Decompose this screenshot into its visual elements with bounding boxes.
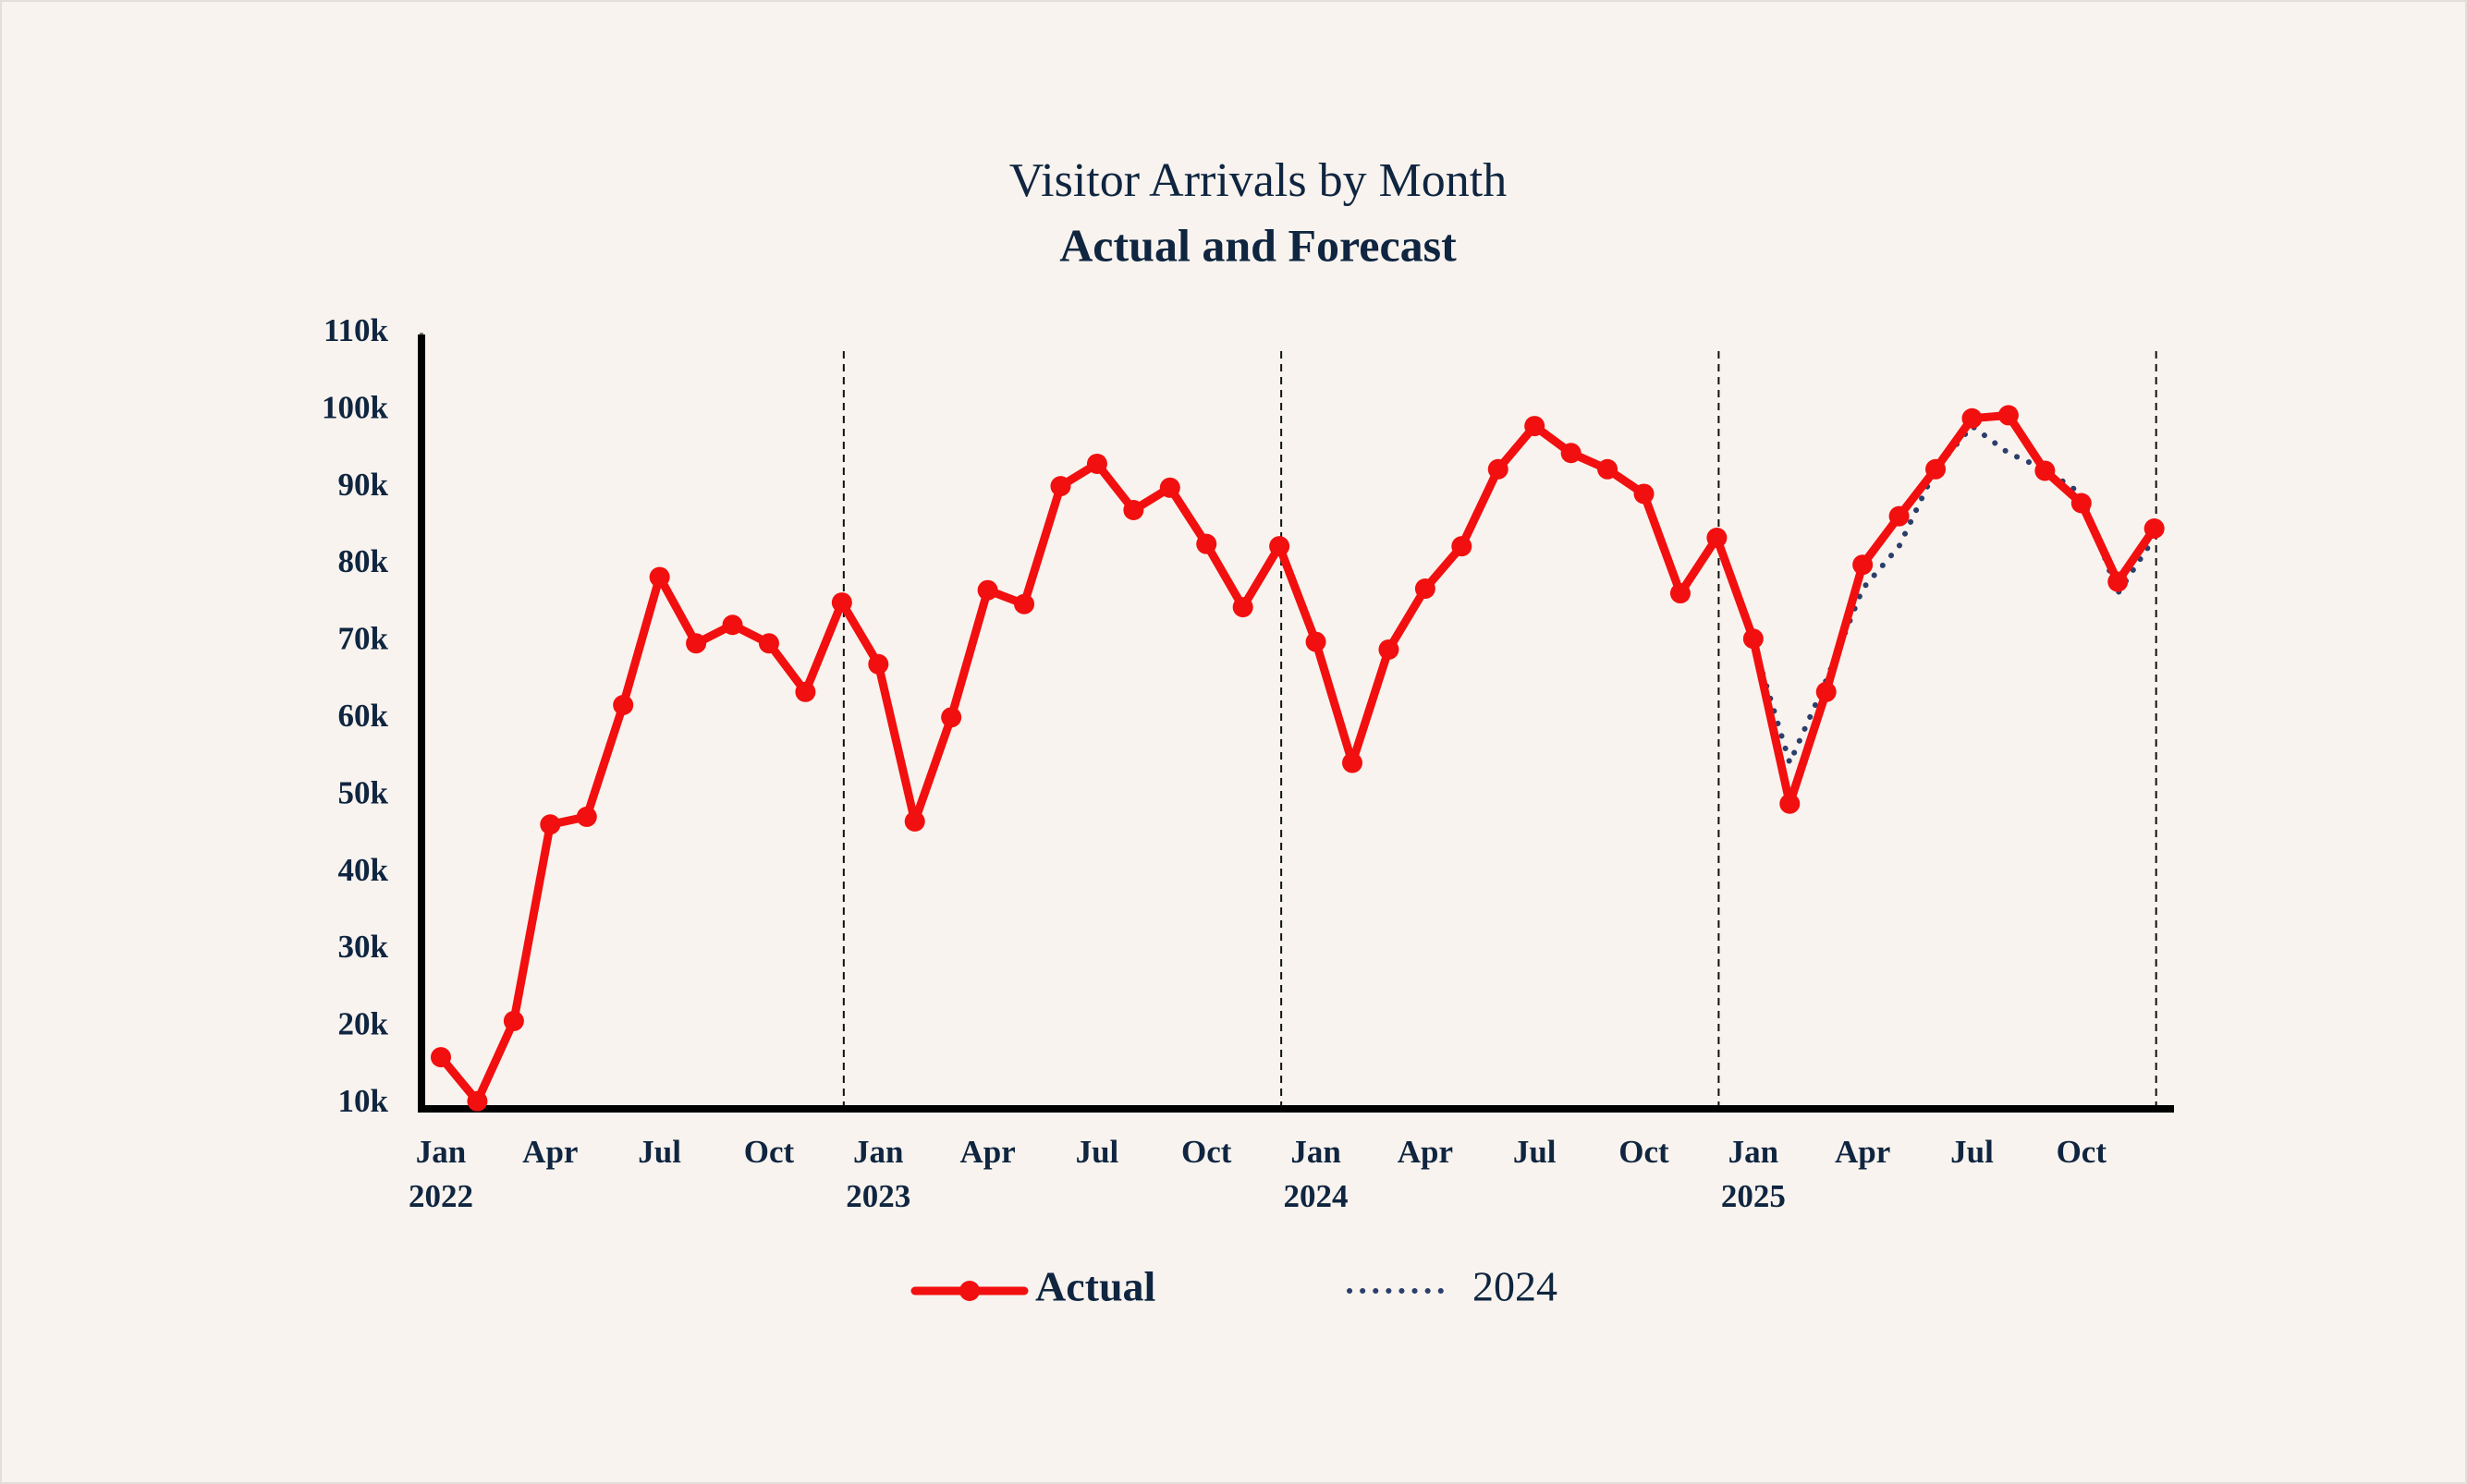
y-tick-label: 60k [338, 698, 389, 734]
data-point [1451, 536, 1472, 557]
data-point [503, 1010, 524, 1031]
data-point [2107, 571, 2129, 592]
x-tick-label: Apr [522, 1134, 578, 1170]
x-tick-label: Jan 2024 [1284, 1134, 1349, 1214]
chart-title: Visitor Arrivals by Month [1009, 154, 1508, 207]
x-tick-label: Oct [1618, 1134, 1669, 1170]
data-point [1779, 793, 1801, 814]
data-point [1961, 407, 1983, 429]
data-point [831, 592, 852, 614]
x-tick-label: Jan 2023 [846, 1134, 910, 1214]
y-tick-label: 70k [338, 621, 389, 657]
data-point [1633, 483, 1655, 505]
data-point [1997, 405, 2019, 426]
x-tick-label: Jul [1076, 1134, 1119, 1170]
data-point [868, 653, 889, 675]
data-point [1342, 752, 1362, 773]
data-point [1414, 578, 1435, 600]
x-tick-label: Oct [1181, 1134, 1232, 1170]
data-point [1159, 477, 1180, 498]
data-point [758, 633, 779, 654]
data-point [1378, 639, 1399, 660]
data-point [576, 806, 597, 827]
data-point [431, 1047, 451, 1068]
y-tick-label: 30k [338, 929, 389, 965]
data-point [1888, 505, 1910, 527]
data-point [1305, 631, 1326, 652]
data-point [795, 681, 816, 702]
data-point [2143, 518, 2165, 540]
data-point [467, 1090, 488, 1112]
y-tick-label: 40k [338, 852, 389, 888]
x-tick-label: Oct [744, 1134, 795, 1170]
data-point [1815, 681, 1837, 702]
data-point [649, 566, 670, 588]
data-point [1014, 593, 1035, 614]
x-tick-label: Apr [959, 1134, 1015, 1170]
x-tick-label: Jul [1950, 1134, 1994, 1170]
x-tick-label: Jan 2022 [409, 1134, 473, 1214]
legend-label: 2024 [1472, 1263, 1557, 1310]
y-tick-label: 20k [338, 1006, 389, 1042]
series-line [1714, 423, 2157, 766]
data-point [977, 579, 998, 601]
y-tick-label: 80k [338, 543, 389, 579]
y-tick-label: 50k [338, 774, 389, 810]
data-point [1196, 533, 1217, 554]
data-point [941, 707, 962, 728]
x-tick-label: Apr [1835, 1134, 1890, 1170]
x-tick-label: Jul [638, 1134, 681, 1170]
data-point [1269, 536, 1290, 557]
data-point [1560, 443, 1582, 464]
data-point [1487, 458, 1508, 480]
data-point [1925, 458, 1947, 480]
data-point [1086, 453, 1107, 474]
data-point [2070, 493, 2092, 514]
data-point [2034, 460, 2056, 481]
data-point [1852, 554, 1874, 576]
legend-label: Actual [1035, 1263, 1155, 1310]
data-point [1232, 597, 1253, 618]
data-point [904, 810, 925, 832]
chart-subtitle: Actual and Forecast [1059, 219, 1457, 271]
y-tick-label: 90k [338, 467, 389, 503]
data-point [1742, 628, 1764, 650]
x-tick-label: Jan 2025 [1721, 1134, 1786, 1214]
legend-marker [959, 1281, 980, 1301]
y-tick-label: 110k [324, 312, 389, 348]
x-tick-label: Jul [1513, 1134, 1557, 1170]
data-point [1669, 583, 1691, 604]
data-point [1597, 458, 1618, 480]
data-point [722, 614, 743, 636]
data-point [1050, 476, 1071, 497]
y-tick-label: 100k [322, 389, 389, 425]
data-point [686, 633, 707, 654]
data-point [613, 694, 634, 715]
data-point [1706, 528, 1728, 549]
data-point [1524, 416, 1545, 437]
data-point [1123, 499, 1144, 520]
data-point [540, 814, 561, 835]
x-tick-label: Apr [1398, 1134, 1453, 1170]
y-tick-label: 10k [338, 1083, 389, 1119]
x-tick-label: Oct [2057, 1134, 2107, 1170]
